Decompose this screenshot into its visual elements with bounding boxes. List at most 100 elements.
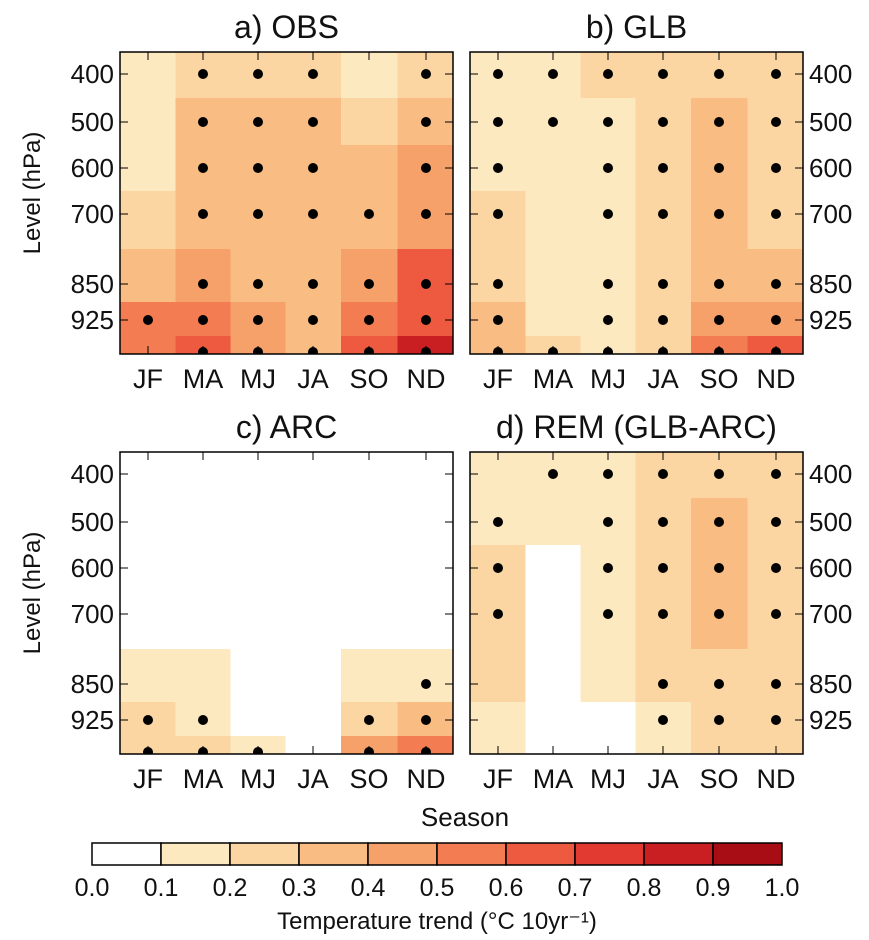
significance-dot [771,69,781,79]
significance-dot [771,679,781,689]
significance-dot [658,715,668,725]
heatmap-cell [397,452,453,499]
significance-dot [493,517,503,527]
heatmap-cell [397,249,453,303]
colorbar-swatch [298,842,369,866]
heatmap-cell [341,249,398,303]
y-tick-label: 700 [71,199,114,229]
heatmap-cell [120,591,176,650]
heatmap-cell [341,649,398,703]
significance-dot [253,209,263,219]
y-tick-label: 925 [809,705,852,735]
heatmap-cell [285,336,342,354]
heatmap-cell [120,498,176,546]
significance-dot [658,69,668,79]
colorbar: 0.0 0.1 0.2 0.3 0.4 0.5 0.6 0.7 0.8 0.9 1.0 Tempera… [75,842,799,935]
heatmap-cell [635,191,692,250]
heatmap-cell [175,191,231,250]
heatmap-cell [525,591,581,650]
panel-title: c) ARC [236,409,337,445]
heatmap-cell [525,302,581,337]
colorbar-tick-label: 0.6 [489,874,524,902]
significance-dot [493,209,503,219]
heatmap-cell [525,498,581,546]
heatmap-cell [230,336,286,354]
panel-frame [119,51,454,355]
significance-dot [714,315,724,325]
panel-1: b) GLB JF MA MJ JA SO ND 400 500 600 700 850 925 [469,9,852,394]
x-tick-label: JA [647,764,679,794]
significance-dot [253,69,263,79]
heatmap-cell [397,736,453,754]
heatmap-cell [341,736,398,754]
x-tick-label: SO [699,364,738,394]
heatmap-cells [120,452,453,754]
heatmap-cell [397,191,453,250]
heatmap-cell [230,545,286,592]
heatmap-cell [120,145,176,192]
significance-dot [421,69,431,79]
heatmap-cell [691,591,748,650]
heatmap-cell [285,249,342,303]
colorbar-tick-label: 0.5 [420,874,455,902]
colorbar-tick-label: 0.1 [144,874,179,902]
heatmap-cell [470,191,526,250]
panel-2: c) ARC JF MA MJ JA SO ND 400 500 600 700 850 925 Leve… [19,409,454,794]
y-tick-label: 700 [809,599,852,629]
significance-dot [364,279,374,289]
heatmap-cell [747,736,803,754]
significance-dot [493,279,503,289]
heatmap-cell [120,736,176,754]
y-tick-label: 500 [809,507,852,537]
heatmap-cell [230,649,286,703]
significance-dot [364,715,374,725]
heatmap-cell [285,498,342,546]
y-tick-label: 850 [71,669,114,699]
heatmap-cell [285,591,342,650]
y-tick-label: 600 [71,153,114,183]
y-tick-label: 500 [71,507,114,537]
heatmap-cell [635,736,692,754]
x-axis-label: Season [421,802,509,832]
significance-dot [603,163,613,173]
significance-dot [308,279,318,289]
y-axis-label: Level (hPa) [19,132,46,255]
significance-dot [198,69,208,79]
heatmap-cell [691,191,748,250]
heatmap-cell [175,545,231,592]
heatmap-cell [580,249,636,303]
x-tick-label: MA [183,364,224,394]
heatmap-cell [747,336,803,354]
y-tick-label: 850 [71,269,114,299]
heatmap-cell [230,702,286,737]
significance-dot [714,563,724,573]
heatmap-cell [691,649,748,703]
heatmap-cell [525,336,581,354]
x-tick-label: MJ [590,764,626,794]
y-tick-label: 400 [71,459,114,489]
heatmap-cell [580,191,636,250]
y-tick-label: 925 [809,305,852,335]
significance-dot [308,163,318,173]
colorbar-swatch [712,842,783,866]
heatmap-cell [470,249,526,303]
panel-title: d) REM (GLB-ARC) [496,409,777,445]
heatmap-cell [580,736,636,754]
x-tick-label: ND [757,364,796,394]
significance-dot [493,163,503,173]
x-tick-label: ND [407,364,446,394]
colorbar-tick-label: 0.7 [558,874,593,902]
significance-dot [658,469,668,479]
panel-frame [469,451,804,755]
colorbar-swatch [91,842,162,866]
significance-dot [198,117,208,127]
heatmap-cell [120,649,176,703]
x-tick-label: SO [349,764,388,794]
colorbar-label: Temperature trend (°C 10yr⁻¹) [277,908,597,935]
heatmap-cell [525,145,581,192]
significance-dot [421,163,431,173]
heatmap-cell [525,249,581,303]
heatmap-cell [341,545,398,592]
y-tick-label: 500 [71,107,114,137]
significance-dot [658,279,668,289]
